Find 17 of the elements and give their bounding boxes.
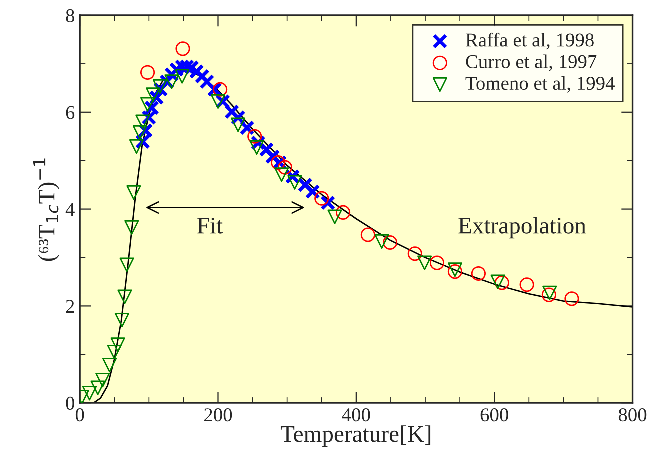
y-tick-label: 4: [66, 203, 75, 216]
annotation: Fit: [198, 218, 223, 234]
legend-label: Curro et al, 1997: [466, 54, 597, 72]
x-tick-label: 600: [480, 408, 508, 422]
x-axis-title: Temperature[K]: [280, 426, 431, 448]
legend-label: Tomeno et al, 1994: [466, 76, 615, 93]
x-tick-label: 400: [342, 408, 370, 422]
x-tick-label: 800: [618, 408, 647, 422]
x-tick-label: 0: [76, 408, 84, 422]
y-tick-label: 2: [66, 300, 74, 313]
legend-label: Raffa et al, 1998: [466, 32, 594, 50]
annotation: Extrapolation: [458, 217, 586, 239]
y-tick-label: 8: [66, 9, 74, 22]
x-tick-label: 200: [204, 408, 232, 422]
y-axis-title: (⁶³T$_{1c}$T)$^{−1}$: [33, 158, 60, 262]
y-tick-label: 0: [66, 396, 74, 410]
y-tick-label: 6: [66, 106, 75, 120]
